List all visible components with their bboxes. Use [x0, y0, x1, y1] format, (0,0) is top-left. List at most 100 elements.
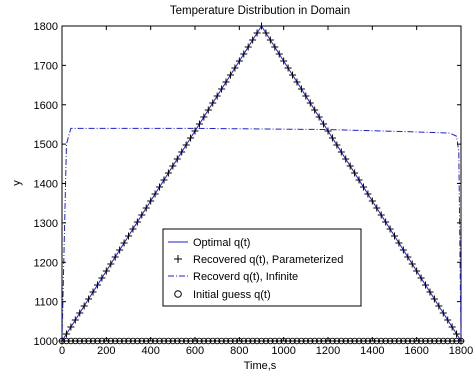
recovered-parameterized-point: [142, 204, 150, 212]
initial-guess-point: [200, 337, 208, 345]
initial-guess-point: [85, 337, 92, 345]
recovered-parameterized-point: [426, 288, 434, 296]
recovered-parameterized-point: [62, 330, 70, 338]
recovered-parameterized-point: [280, 57, 288, 65]
y-tick-label: 1600: [34, 100, 58, 112]
recovered-parameterized-point: [164, 169, 172, 177]
recovered-parameterized-point: [417, 274, 425, 282]
recovered-parameterized-point: [262, 29, 270, 37]
initial-guess-point: [231, 337, 239, 345]
x-tick-label: 0: [59, 345, 65, 357]
initial-guess-point: [311, 337, 318, 345]
recovered-parameterized-point: [120, 239, 128, 247]
recovered-parameterized-point: [133, 218, 141, 226]
recovered-parameterized-point: [258, 22, 265, 30]
initial-guess-point: [218, 337, 225, 345]
initial-guess-point: [302, 337, 310, 345]
y-tick-label: 1400: [34, 179, 58, 191]
x-tick-label: 1000: [271, 345, 295, 357]
initial-guess-point: [320, 337, 327, 345]
initial-guess-point: [89, 337, 97, 345]
recovered-parameterized-point: [244, 43, 252, 51]
x-tick-label: 200: [97, 345, 115, 357]
recovered-parameterized-point: [204, 106, 212, 114]
recovered-parameterized-point: [191, 127, 199, 135]
recovered-parameterized-point: [297, 85, 305, 93]
initial-guess-point: [364, 337, 372, 345]
initial-guess-point: [169, 337, 177, 345]
initial-guess-point: [107, 337, 115, 345]
initial-guess-point: [222, 337, 230, 345]
recovered-infinite-line: [61, 127, 462, 342]
tick-layer: 0 200 400 600 800 1000 1200 1400 1600 1800 1000 110…: [34, 21, 474, 357]
recovered-parameterized-point: [182, 141, 190, 149]
recovered-parameterized-point: [98, 274, 106, 282]
initial-guess-point: [329, 337, 336, 345]
recovered-parameterized-point: [226, 71, 234, 79]
initial-guess-point: [315, 337, 323, 345]
initial-guess-point: [129, 337, 137, 345]
initial-guess-point: [377, 337, 385, 345]
recovered-parameterized-point: [222, 78, 230, 86]
x-tick-label: 400: [141, 345, 159, 357]
initial-guess-point: [408, 337, 416, 345]
recovered-parameterized-point: [302, 92, 310, 100]
initial-guess-point: [165, 337, 172, 345]
recovered-parameterized-point: [444, 316, 452, 324]
y-tick-label: 1100: [34, 297, 58, 309]
recovered-parameterized-point: [156, 183, 164, 191]
initial-guess-point: [151, 337, 159, 345]
initial-guess-point: [298, 337, 305, 345]
y-tick-label: 1300: [34, 218, 58, 230]
recovered-parameterized-point: [187, 134, 195, 142]
chart-title: Temperature Distribution in Domain: [170, 5, 350, 17]
initial-guess-point: [360, 337, 367, 345]
initial-guess-point: [284, 337, 292, 345]
x-tick-label: 600: [186, 345, 204, 357]
recovered-parameterized-point: [138, 211, 146, 219]
recovered-parameterized-point: [213, 92, 221, 100]
recovered-parameterized-point: [76, 309, 84, 317]
recovered-parameterized-point: [439, 309, 447, 317]
x-axis-label: Time,s: [244, 360, 277, 372]
recovered-parameterized-point: [391, 232, 398, 240]
recovered-parameterized-point: [125, 232, 132, 240]
initial-guess-point: [227, 337, 234, 345]
recovered-parameterized-point: [337, 148, 345, 156]
recovered-parameterized-point: [111, 253, 119, 261]
x-tick-label: 1200: [316, 345, 340, 357]
legend-label-optimal: Optimal q(t): [193, 237, 250, 249]
recovered-parameterized-point: [324, 127, 332, 135]
initial-guess-point: [240, 337, 248, 345]
initial-guess-point: [213, 337, 221, 345]
initial-guess-point: [342, 337, 349, 345]
x-tick-label: 1800: [449, 345, 473, 357]
initial-guess-point: [293, 337, 301, 345]
recovered-parameterized-point: [408, 260, 416, 268]
recovered-parameterized-point: [359, 183, 367, 191]
recovered-parameterized-point: [453, 330, 461, 338]
recovered-parameterized-point: [195, 120, 203, 128]
initial-guess-point: [187, 337, 194, 345]
legend-swatch-plus-marker: [174, 255, 182, 263]
recovered-parameterized-point: [368, 197, 376, 205]
recovered-parameterized-point: [306, 99, 314, 107]
recovered-parameterized-point: [382, 218, 390, 226]
y-tick-label: 1000: [34, 336, 58, 348]
recovered-parameterized-point: [346, 162, 354, 170]
initial-guess-point: [160, 337, 168, 345]
initial-guess-point: [346, 337, 354, 345]
recovered-parameterized-point: [151, 190, 159, 198]
recovered-parameterized-point: [377, 211, 385, 219]
recovered-parameterized-point: [116, 246, 124, 254]
initial-guess-point: [80, 337, 88, 345]
initial-guess-point: [258, 337, 265, 345]
recovered-parameterized-point: [67, 323, 75, 331]
recovered-parameterized-point: [71, 316, 79, 324]
initial-guess-point: [262, 337, 270, 345]
recovered-parameterized-point: [275, 50, 283, 58]
x-tick-label: 1400: [360, 345, 384, 357]
initial-guess-point: [448, 337, 456, 345]
initial-guess-point: [386, 337, 394, 345]
initial-guess-point: [444, 337, 451, 345]
